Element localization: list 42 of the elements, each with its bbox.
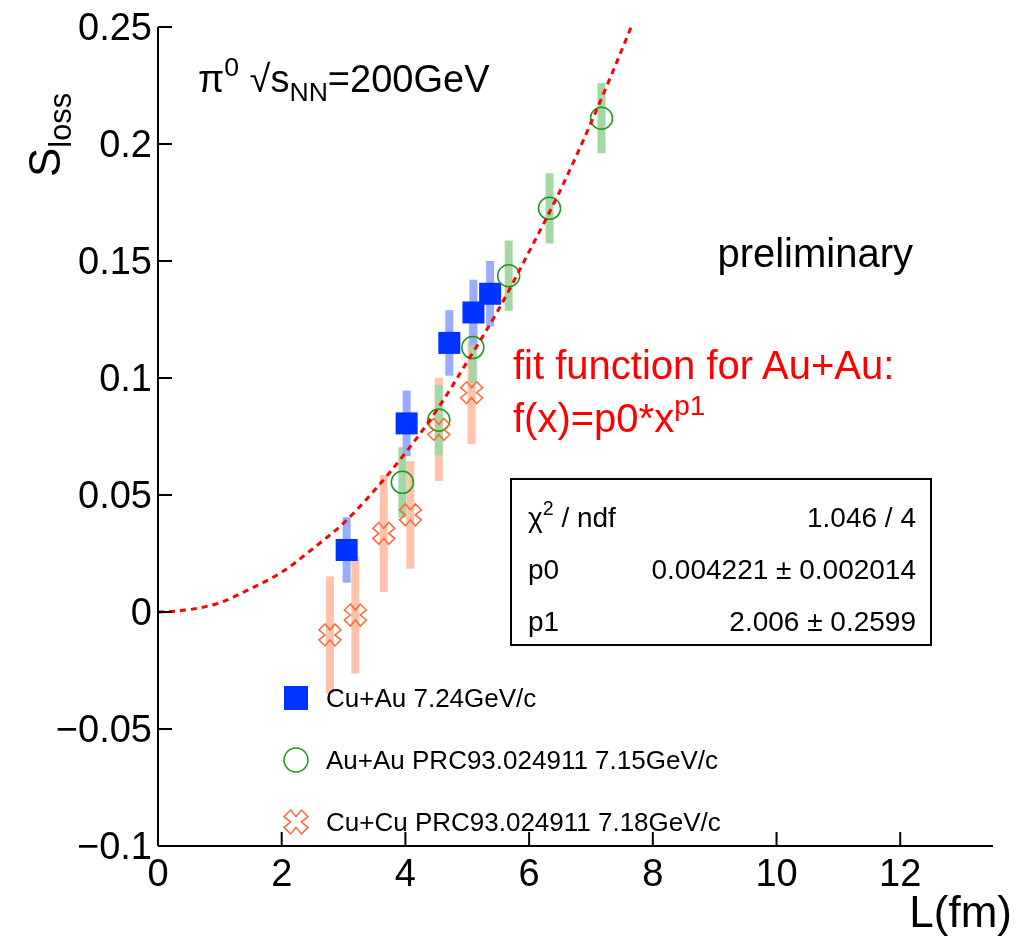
annotation: p1 (528, 606, 560, 637)
annotation: fit function for Au+Au: (513, 343, 895, 387)
point (496, 263, 521, 288)
x-tick-label: 8 (642, 852, 664, 894)
legend-label: Cu+Cu PRC93.024911 7.18GeV/c (326, 807, 721, 837)
point (589, 106, 614, 131)
annotation: f(x)=p0*x$^{p1}$ (513, 390, 706, 440)
point (459, 380, 484, 405)
y-tick-label: 0.1 (99, 357, 152, 399)
x-tick-label: 4 (394, 852, 416, 894)
point (395, 412, 418, 435)
y-tick-label: 0.15 (78, 240, 152, 282)
point (343, 603, 368, 627)
point (390, 470, 415, 495)
x-tick-label: 2 (271, 852, 293, 894)
point (318, 623, 342, 647)
annotation: p0 (528, 554, 560, 585)
point (462, 301, 485, 324)
annotation: 0.004221 ± 0.002014 (651, 554, 916, 585)
point (398, 503, 423, 527)
point (438, 331, 461, 354)
annotation: 2.006 ± 0.2599 (729, 606, 916, 637)
y-tick-label: −0.05 (55, 708, 152, 750)
point (461, 335, 485, 360)
point (372, 521, 396, 546)
x-tick-label: 10 (755, 852, 798, 894)
point (335, 538, 358, 561)
legend-label: Au+Au PRC93.024911 7.15GeV/c (326, 745, 718, 775)
point (427, 417, 451, 442)
x-tick-label: 6 (518, 852, 540, 894)
y-tick-label: 0.05 (78, 474, 152, 516)
annotation: π$^{0}$ √s$_{NN}$=200GeV (198, 51, 491, 108)
annotation: χ$^{2}$ / ndf (528, 497, 617, 533)
point (479, 282, 502, 305)
legend-label: Cu+Au 7.24GeV/c (326, 683, 537, 713)
annotation: preliminary (717, 231, 913, 275)
y-tick-label: 0 (130, 591, 152, 633)
point (537, 196, 562, 221)
y-tick-label: 0.25 (78, 6, 152, 48)
point (427, 408, 451, 432)
annotation: 1.046 / 4 (807, 502, 916, 533)
y-tick-label: 0.2 (99, 123, 152, 165)
